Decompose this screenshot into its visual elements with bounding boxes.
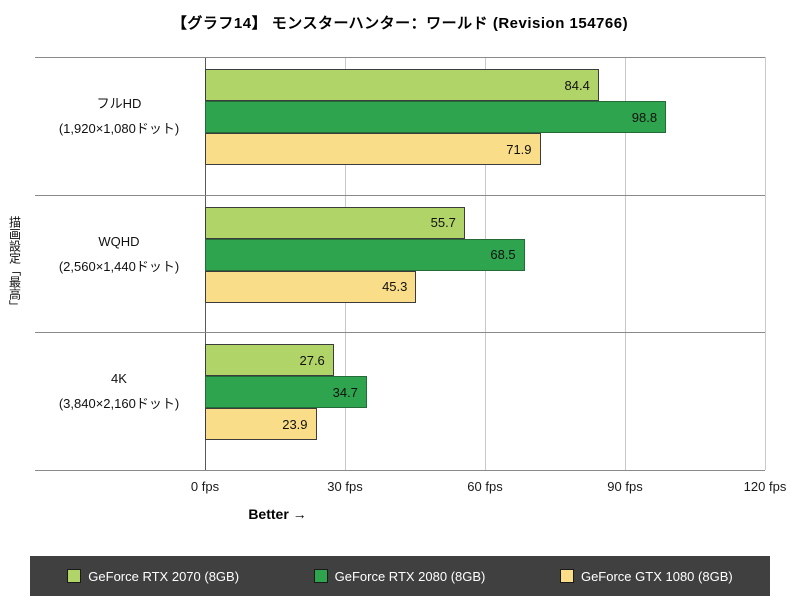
bar: 23.9	[205, 408, 317, 441]
legend-color-swatch	[67, 569, 82, 583]
bar-value-label: 45.3	[382, 279, 408, 295]
bar-value-label: 27.6	[299, 352, 325, 368]
legend-item: GeForce GTX 1080 (8GB)	[559, 568, 733, 584]
group-separator-line	[35, 470, 765, 471]
better-direction-label: Better →	[248, 506, 307, 522]
bar-value-label: 68.5	[490, 247, 516, 263]
bar-value-label: 71.9	[506, 141, 532, 157]
legend: GeForce RTX 2070 (8GB) GeForce RTX 2080 …	[30, 556, 770, 596]
bar: 55.7	[205, 206, 465, 239]
bar: 34.7	[205, 376, 367, 409]
category-name: 4K	[111, 371, 127, 387]
bar-value-label: 55.7	[430, 215, 456, 231]
category-resolution: (2,560×1,440ドット)	[58, 258, 180, 274]
category-name: フルHD	[96, 96, 142, 111]
x-tick-label: 0 fps	[190, 479, 220, 494]
x-tick-label: 60 fps	[467, 479, 503, 494]
category-name: WQHD	[98, 233, 140, 249]
group-separator-line	[35, 57, 765, 58]
bar: 84.4	[205, 69, 599, 101]
legend-series-label: GeForce RTX 2070 (8GB)	[88, 568, 240, 584]
legend-item: GeForce RTX 2080 (8GB)	[313, 568, 486, 584]
bar-value-label: 84.4	[564, 77, 590, 93]
legend-series-label: GeForce GTX 1080 (8GB)	[580, 568, 733, 584]
bar-value-label: 98.8	[631, 109, 658, 125]
category-resolution: (3,840×2,160ドット)	[58, 396, 180, 412]
x-tick-label: 120 fps	[743, 479, 787, 494]
bar-value-label: 23.9	[282, 416, 308, 432]
bar-value-label: 34.7	[332, 384, 358, 400]
bar: 71.9	[205, 133, 541, 165]
bar: 27.6	[205, 344, 334, 377]
y-axis-label-wrap: 描画設定「最高」	[4, 57, 26, 470]
chart-title: 【グラフ14】 モンスターハンター：ワールド (Revision 154766)	[171, 15, 629, 32]
category-label: フルHD (1,920×1,080ドット)	[35, 91, 203, 141]
gridline	[625, 57, 626, 470]
gridline	[765, 57, 766, 470]
legend-color-swatch	[559, 569, 574, 583]
category-resolution: (1,920×1,080ドット)	[58, 121, 180, 136]
legend-color-swatch	[313, 569, 328, 583]
x-tick-label: 90 fps	[607, 479, 643, 494]
group-separator-line	[35, 332, 765, 334]
x-tick-label: 30 fps	[327, 479, 363, 494]
bar: 68.5	[205, 238, 525, 271]
bar: 45.3	[205, 270, 417, 303]
category-label: WQHD (2,560×1,440ドット)	[35, 229, 203, 279]
group-separator-line	[35, 194, 765, 196]
category-label: 4K (3,840×2,160ドット)	[35, 366, 203, 416]
bar: 98.8	[205, 101, 667, 133]
legend-item: GeForce RTX 2070 (8GB)	[67, 569, 239, 584]
y-axis-label: 描画設定「最高」	[7, 215, 22, 312]
legend-series-label: GeForce RTX 2080 (8GB)	[334, 568, 486, 584]
